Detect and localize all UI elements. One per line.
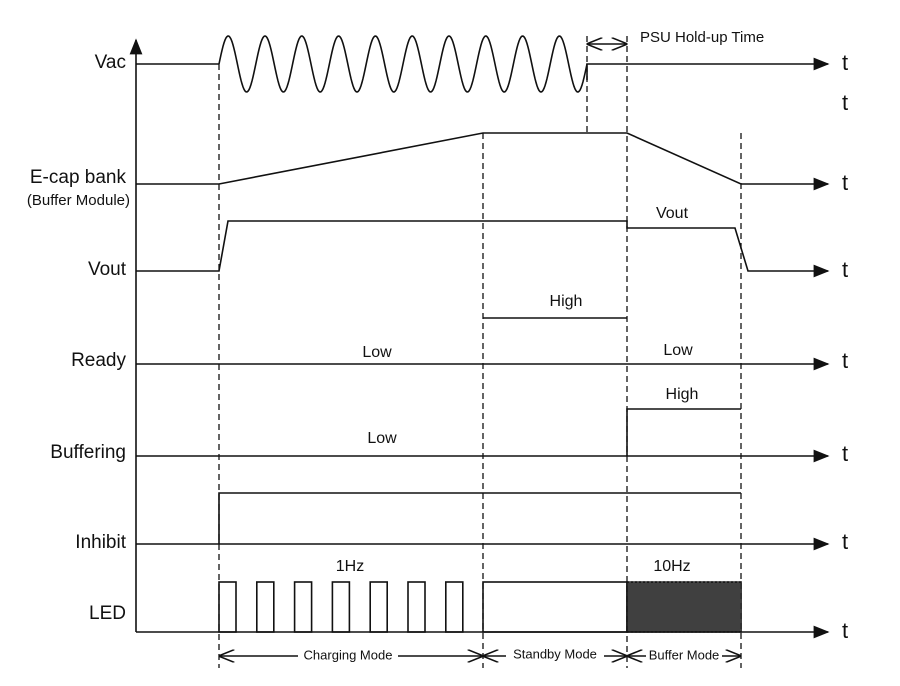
led-standby bbox=[482, 581, 628, 633]
led-pulse bbox=[726, 581, 730, 633]
led-pulse bbox=[666, 581, 670, 633]
signal-name: Buffering bbox=[50, 442, 126, 463]
led-pulse bbox=[722, 581, 726, 633]
hold-up-label: PSU Hold-up Time bbox=[640, 29, 764, 46]
led-pulse bbox=[218, 581, 237, 633]
led-pulse bbox=[674, 581, 678, 633]
led-pulse bbox=[694, 581, 698, 633]
axis-label: t bbox=[842, 257, 848, 282]
led-pulse bbox=[654, 581, 658, 633]
led-pulse bbox=[650, 581, 654, 633]
axis-label: t bbox=[842, 618, 848, 643]
led-pulse bbox=[630, 581, 634, 633]
led-pulse bbox=[686, 581, 690, 633]
axis-label: t bbox=[842, 50, 848, 75]
led-pulse bbox=[698, 581, 702, 633]
annotation: High bbox=[666, 386, 699, 403]
label-bg bbox=[298, 646, 398, 666]
signal-name: E-cap bank bbox=[30, 167, 127, 188]
annotation: Low bbox=[362, 344, 392, 361]
led-pulse bbox=[634, 581, 638, 633]
annotation: High bbox=[550, 293, 583, 310]
led-pulse bbox=[662, 581, 666, 633]
mode-label: Charging Mode bbox=[304, 647, 393, 662]
mode-label: Buffer Mode bbox=[649, 647, 720, 662]
led-pulse bbox=[293, 581, 313, 633]
signal-name: Vac bbox=[95, 52, 126, 73]
led-pulse bbox=[670, 581, 674, 633]
signal-name: Inhibit bbox=[75, 532, 126, 553]
label-bg bbox=[646, 646, 722, 666]
axis-label: t bbox=[842, 90, 848, 115]
mode-label: Standby Mode bbox=[513, 646, 597, 661]
led-pulse bbox=[444, 581, 464, 633]
led-pulse bbox=[255, 581, 275, 633]
vac-sine bbox=[218, 35, 588, 93]
signal-name: Ready bbox=[71, 350, 126, 371]
annotation: 10Hz bbox=[653, 558, 690, 575]
inhibit-high bbox=[218, 492, 741, 544]
led-pulse bbox=[734, 581, 738, 633]
annotation: Low bbox=[663, 342, 693, 359]
signal-name: LED bbox=[89, 603, 126, 624]
axis-label: t bbox=[842, 170, 848, 195]
led-pulse bbox=[682, 581, 686, 633]
led-pulse bbox=[690, 581, 694, 633]
led-pulse bbox=[331, 581, 351, 633]
led-pulse bbox=[369, 581, 389, 633]
led-pulse bbox=[626, 581, 630, 633]
led-pulse bbox=[646, 581, 650, 633]
led-pulse bbox=[702, 581, 706, 633]
vac-line bbox=[586, 57, 830, 80]
led-pulse bbox=[407, 581, 426, 633]
led-pulse bbox=[678, 581, 682, 633]
led-pulse bbox=[710, 581, 714, 633]
buffering-high bbox=[626, 408, 741, 456]
ecap-waveform bbox=[136, 132, 830, 191]
signal-subname: (Buffer Module) bbox=[27, 192, 130, 209]
led-pulse bbox=[730, 581, 734, 633]
led-pulse bbox=[706, 581, 710, 633]
led-pulse bbox=[642, 581, 646, 633]
led-pulse bbox=[714, 581, 718, 633]
annotation: Vout bbox=[656, 205, 689, 222]
axis-label: t bbox=[842, 348, 848, 373]
label-bg bbox=[506, 646, 604, 666]
led-pulse bbox=[658, 581, 662, 633]
annotation: 1Hz bbox=[336, 558, 364, 575]
led-pulse bbox=[718, 581, 722, 633]
led-pulse bbox=[638, 581, 642, 633]
axis-label: t bbox=[842, 529, 848, 554]
annotation: Low bbox=[367, 430, 397, 447]
led-pulse bbox=[738, 581, 742, 633]
led-pulses bbox=[218, 581, 742, 633]
axis-label: t bbox=[842, 441, 848, 466]
signal-name: Vout bbox=[88, 259, 127, 280]
vout-waveform bbox=[136, 220, 830, 278]
